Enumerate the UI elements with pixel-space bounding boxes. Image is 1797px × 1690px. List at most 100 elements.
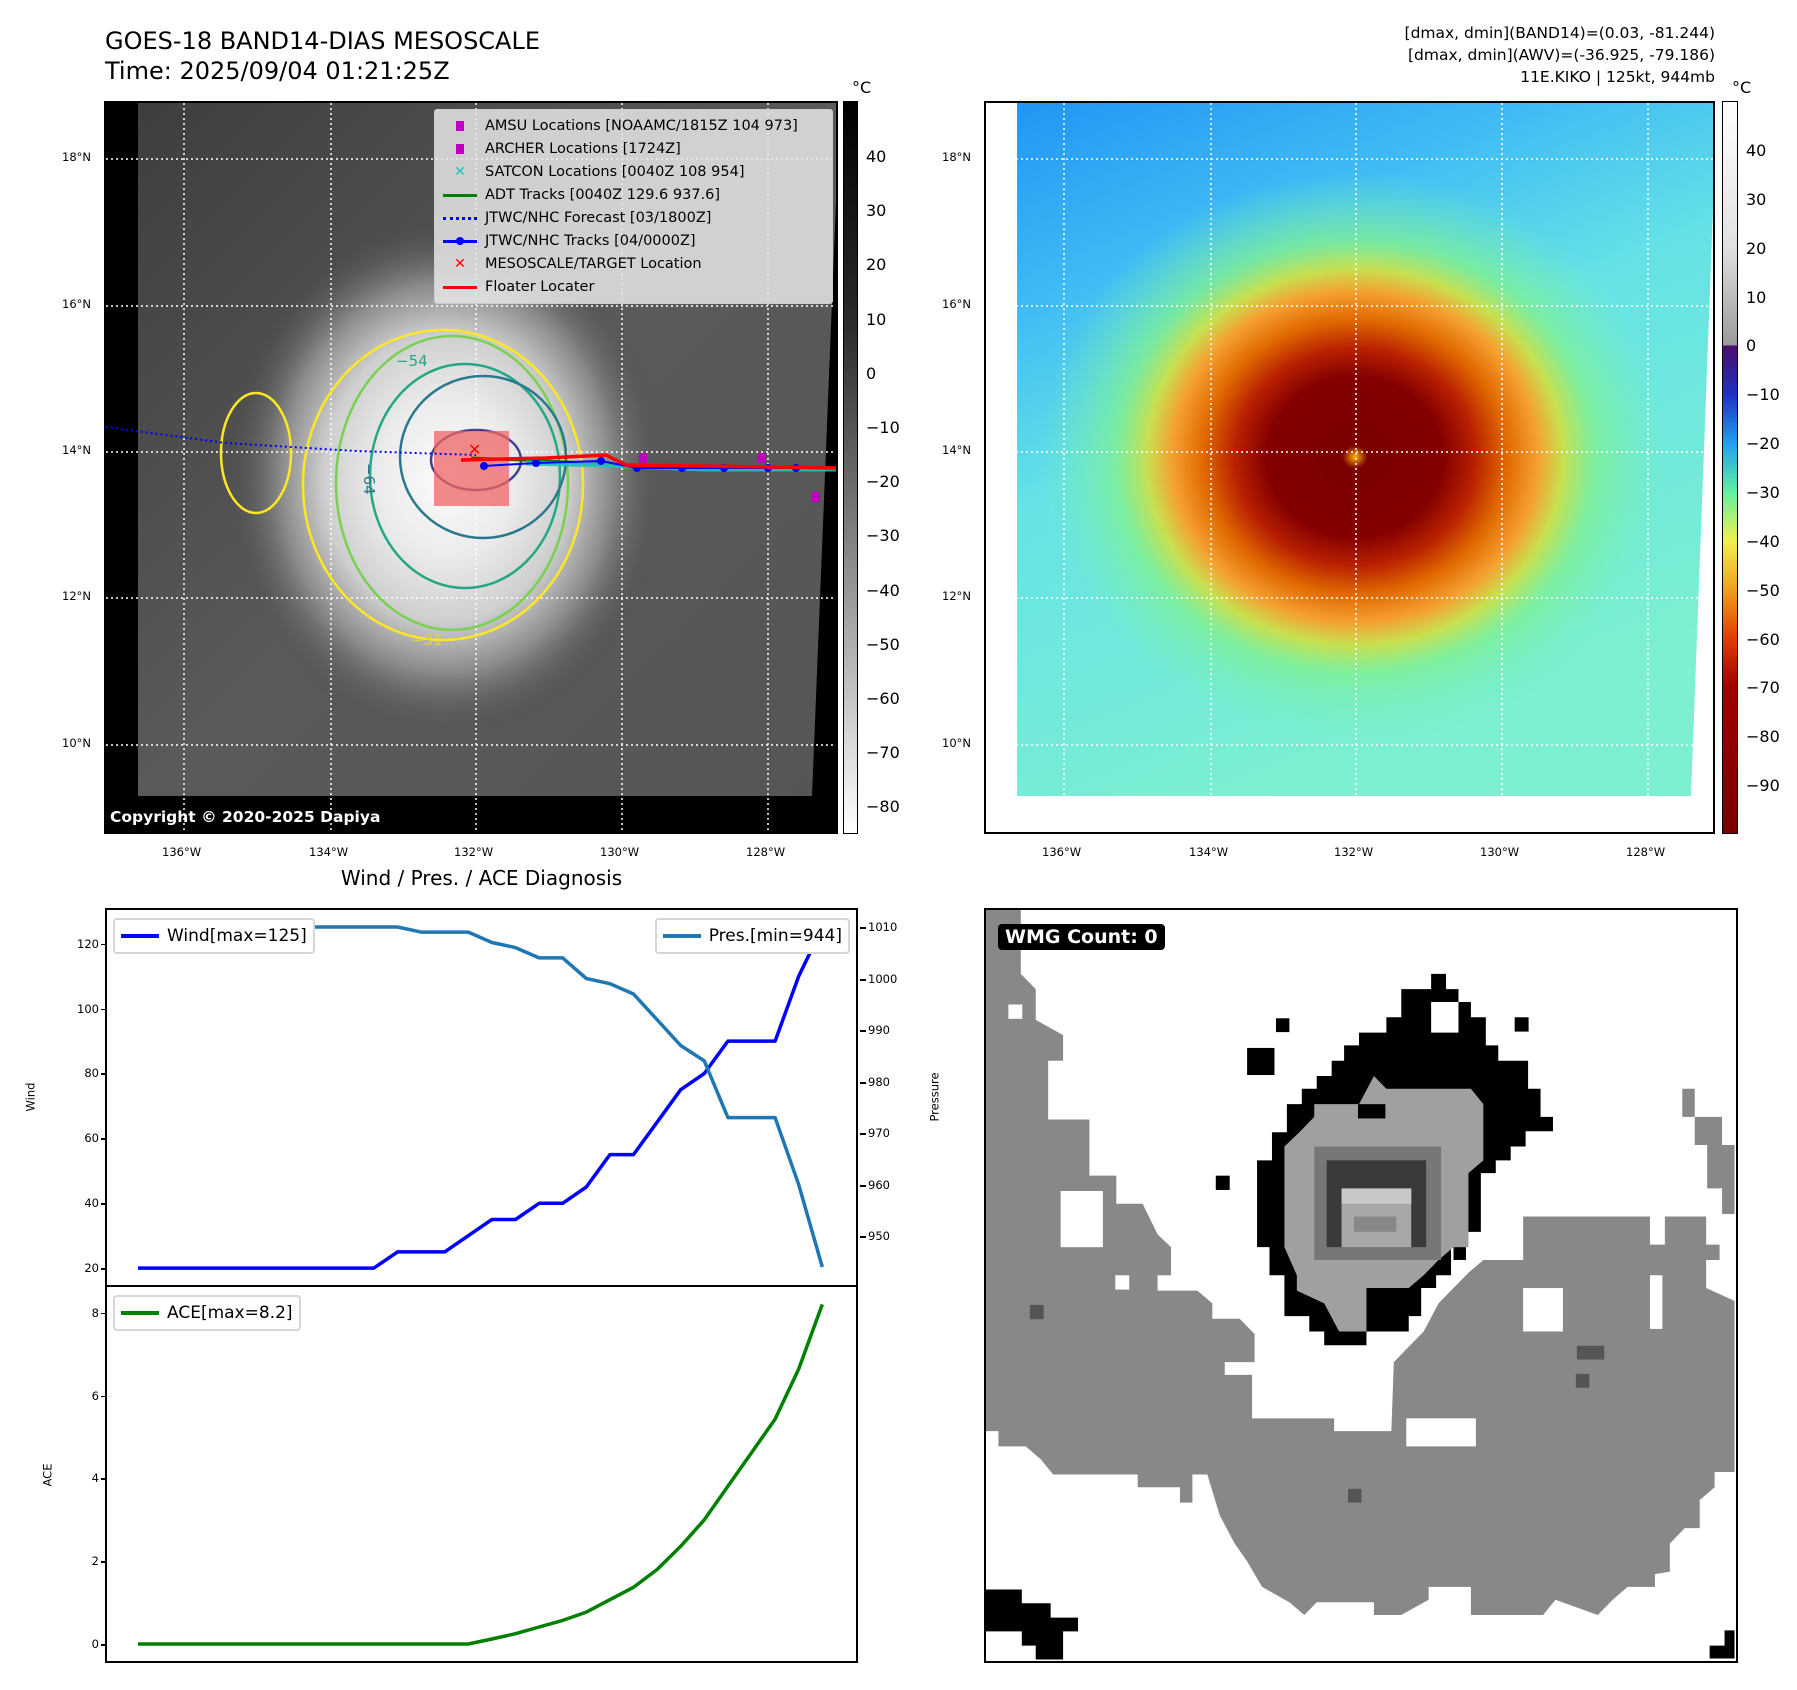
- awv-colorbar-tick: −90: [1746, 776, 1780, 796]
- y-tick: [101, 1395, 107, 1397]
- lon-label: 130°W: [600, 845, 640, 859]
- awv-colorbar-tick: −70: [1746, 678, 1780, 698]
- ace-legend-line: [121, 1311, 159, 1315]
- lat-label: 14°N: [942, 443, 971, 457]
- wind-pressure-axes: Wind[max=125] Pres.[min=944]: [105, 908, 858, 1287]
- lon-label: 130°W: [1480, 845, 1520, 859]
- lat-label: 18°N: [942, 150, 971, 164]
- chart-title: Wind / Pres. / ACE Diagnosis: [340, 866, 623, 890]
- legend-item: ADT Tracks [0040Z 129.6 937.6]: [435, 185, 720, 205]
- x-marker-icon: ✕: [454, 256, 466, 272]
- awv-colorbar-tick: −60: [1746, 629, 1780, 649]
- series-line-pres: [137, 925, 824, 1268]
- y-tick-label: 4: [91, 1471, 99, 1486]
- ir-colorbar-tick: 20: [866, 255, 887, 275]
- dotted-line-icon: [435, 216, 485, 220]
- lat-label: 10°N: [62, 736, 91, 750]
- y-tick: [101, 1312, 107, 1315]
- y2-tick: [860, 978, 866, 981]
- ir-colorbar-tick: 10: [866, 309, 887, 329]
- ir-colorbar-tick: 0: [866, 363, 877, 383]
- y-tick: [101, 1203, 107, 1205]
- lat-label: 12°N: [62, 589, 91, 603]
- ace-axes: ACE[max=8.2]: [105, 1285, 858, 1663]
- lon-label: 128°W: [746, 845, 786, 859]
- y2-tick: [860, 1133, 866, 1136]
- floater-locater: [460, 453, 836, 470]
- y2-tick-label: 1000: [868, 971, 898, 986]
- lat-label: 16°N: [62, 297, 91, 311]
- pressure-axis-label: Pressure: [927, 1072, 942, 1122]
- series-line-ace: [137, 1303, 824, 1646]
- wmg-panel: WMG Count: 0: [984, 908, 1738, 1663]
- wmg-gray-region: [986, 910, 1735, 1616]
- y-tick-label: 20: [84, 1261, 99, 1276]
- ace-axis-label: ACE: [40, 1463, 55, 1487]
- wmg-gaps: [1008, 1004, 1663, 1447]
- y2-tick-label: 980: [868, 1074, 890, 1089]
- ir-colorbar-unit: °C: [852, 78, 872, 97]
- y2-tick-label: 990: [868, 1023, 890, 1038]
- y-tick-label: 80: [84, 1066, 99, 1081]
- wind-legend-line: [121, 934, 159, 938]
- legend-item: AMSU Locations [NOAAMC/1815Z 104 973]: [435, 116, 798, 136]
- square-marker-icon: [435, 144, 485, 154]
- awv-map-panel: [984, 101, 1715, 834]
- line-dot-icon: [435, 236, 485, 245]
- y-tick: [101, 1073, 107, 1075]
- contour-yellow-band: [219, 391, 293, 515]
- solid-line-icon: [435, 193, 485, 197]
- contour-label: −64: [360, 463, 378, 495]
- x-marker-icon: ✕: [454, 164, 466, 180]
- y2-tick: [860, 1081, 866, 1084]
- legend-item: ARCHER Locations [1724Z]: [435, 139, 681, 159]
- lat-label: 14°N: [62, 443, 91, 457]
- square-marker-icon: [435, 121, 485, 131]
- legend-item: JTWC/NHC Forecast [03/1800Z]: [435, 208, 711, 228]
- legend-item: Floater Locater: [435, 277, 594, 297]
- ace-legend: ACE[max=8.2]: [113, 1295, 301, 1331]
- lat-label: 12°N: [942, 589, 971, 603]
- awv-colorbar-tick: −50: [1746, 580, 1780, 600]
- legend-label: MESOSCALE/TARGET Location: [485, 256, 702, 272]
- legend-label: JTWC/NHC Tracks [04/0000Z]: [485, 233, 696, 249]
- y-tick-label: 2: [91, 1554, 99, 1569]
- amsu-markers: [639, 453, 820, 502]
- y2-tick: [860, 926, 866, 929]
- pressure-legend-line: [662, 934, 701, 938]
- gridlines: [986, 103, 1713, 832]
- wmg-black-cells: [986, 1017, 1735, 1660]
- lat-label: 16°N: [942, 297, 971, 311]
- awv-colorbar-tick: 0: [1746, 336, 1757, 356]
- ir-colorbar-tick: −40: [866, 580, 900, 600]
- ir-colorbar-tick: −30: [866, 526, 900, 546]
- timestamp: Time: 2025/09/04 01:21:25Z: [105, 57, 450, 85]
- legend-label: SATCON Locations [0040Z 108 954]: [485, 164, 745, 180]
- awv-colorbar-unit: °C: [1732, 78, 1752, 97]
- y-tick: [101, 1644, 107, 1646]
- legend-item: JTWC/NHC Tracks [04/0000Z]: [435, 231, 696, 251]
- y-tick-label: 120: [77, 936, 99, 951]
- ir-colorbar-tick: 30: [866, 201, 887, 221]
- pressure-legend-label: Pres.[min=944]: [708, 926, 842, 946]
- awv-colorbar-tick: 30: [1746, 189, 1767, 209]
- wmg-count-label: WMG Count: 0: [998, 924, 1165, 950]
- legend-label: AMSU Locations [NOAAMC/1815Z 104 973]: [485, 118, 798, 134]
- awv-colorbar: [1722, 101, 1738, 834]
- map-legend: AMSU Locations [NOAAMC/1815Z 104 973] ARC…: [434, 109, 833, 304]
- lon-label: 134°W: [309, 845, 349, 859]
- y-tick-label: 100: [77, 1001, 99, 1016]
- contour-label: −54: [396, 352, 428, 370]
- figure-title: GOES-18 BAND14-DIAS MESOSCALE Time: 2025…: [105, 26, 540, 86]
- awv-colorbar-tick: 40: [1746, 141, 1767, 160]
- y-tick-label: 8: [91, 1305, 99, 1320]
- wind-legend: Wind[max=125]: [113, 918, 315, 954]
- y2-tick-label: 970: [868, 1126, 890, 1141]
- contour-green: [334, 334, 570, 632]
- legend-label: ARCHER Locations [1724Z]: [485, 141, 681, 157]
- forecast-track: [106, 426, 477, 456]
- awv-colorbar-tick: 20: [1746, 238, 1767, 258]
- storm-summary: 11E.KIKO | 125kt, 944mb: [1520, 68, 1715, 86]
- wind-axis-label: Wind: [23, 1082, 38, 1112]
- wind-legend-label: Wind[max=125]: [167, 926, 307, 946]
